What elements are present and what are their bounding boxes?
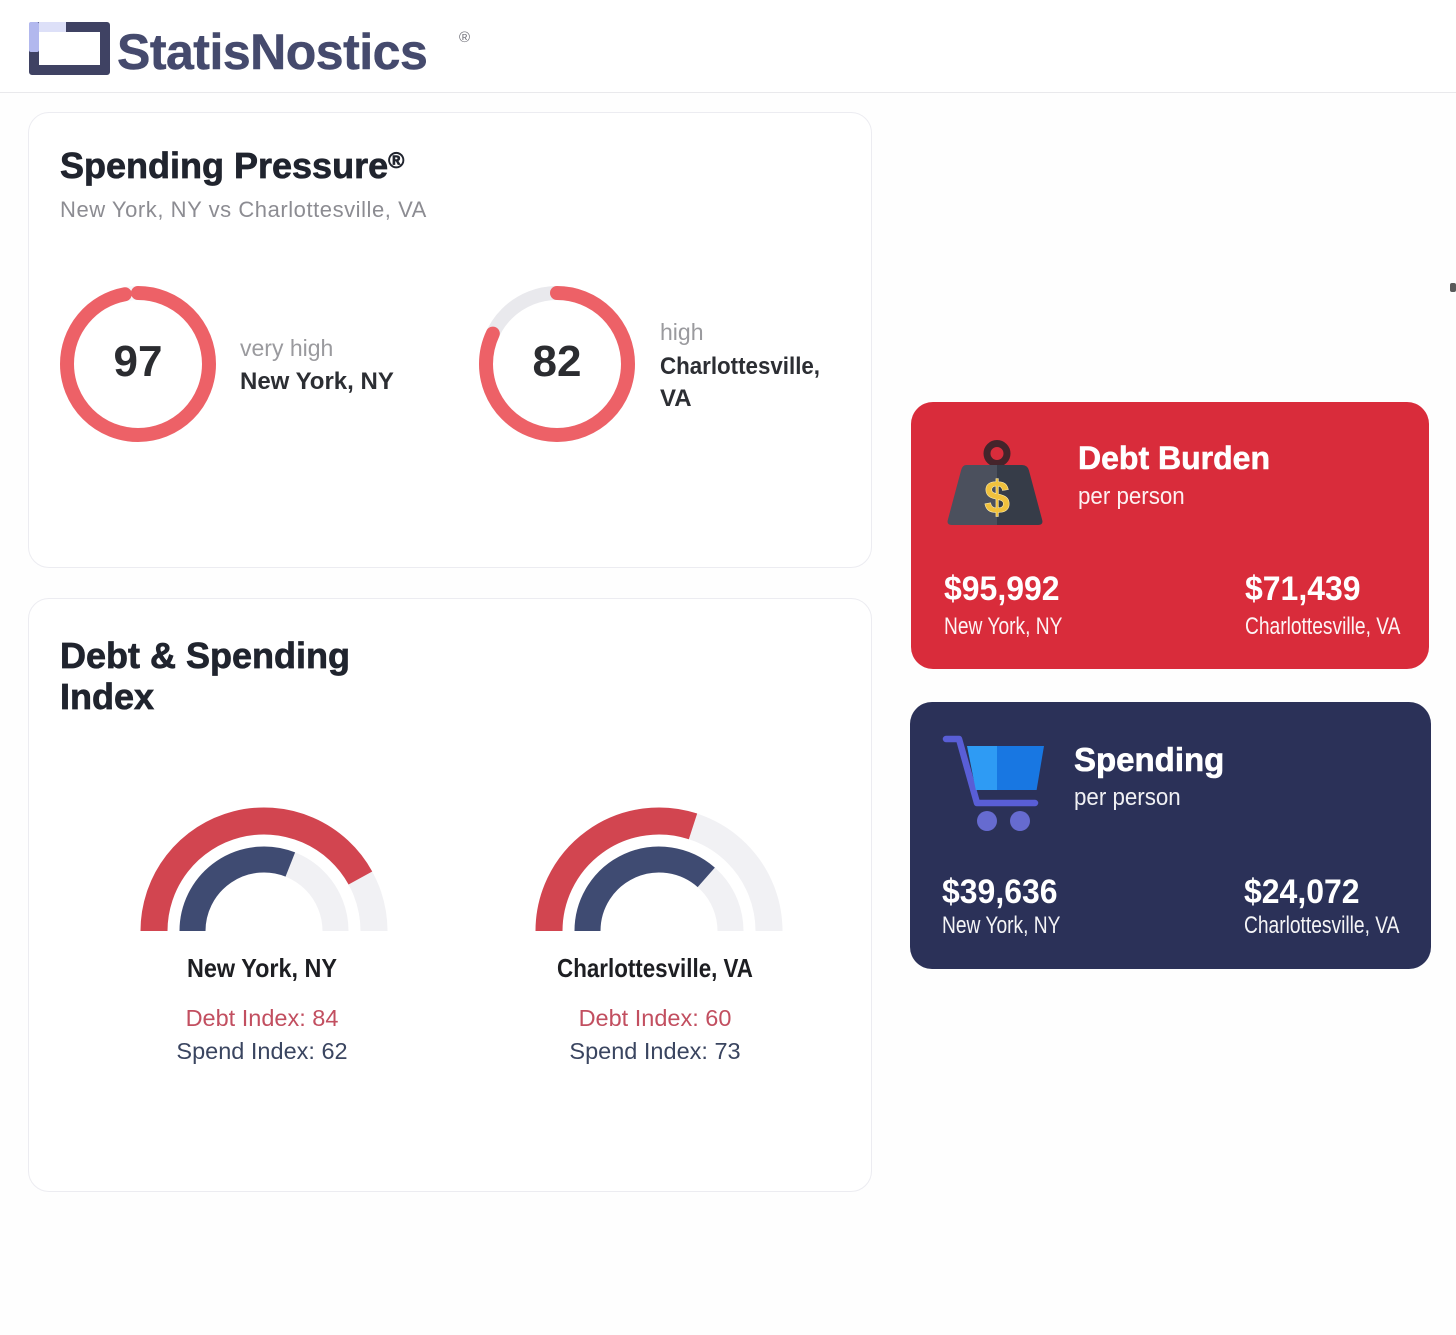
svg-text:$: $ xyxy=(984,471,1010,523)
